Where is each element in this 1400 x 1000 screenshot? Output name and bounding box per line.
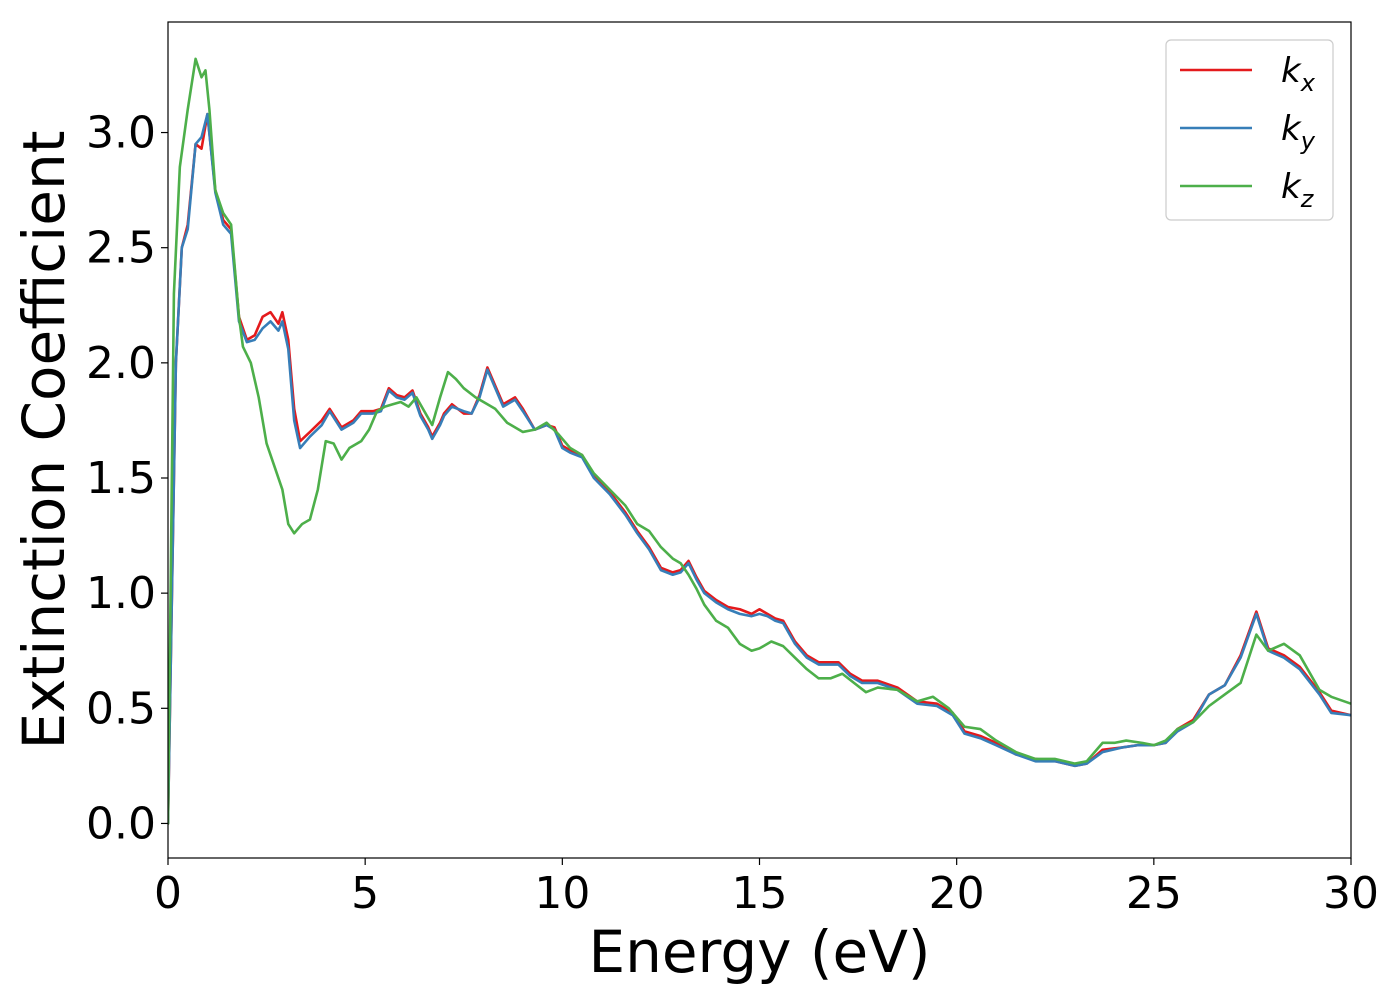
y-tick-label: 1.5 (86, 453, 156, 504)
series-line-y (168, 112, 1351, 825)
y-tick-label: 3.0 (86, 108, 156, 159)
series-lines (168, 57, 1351, 825)
x-tick-label: 25 (1126, 868, 1182, 919)
x-axis-ticks: 0 5 10 15 20 25 30 (154, 858, 1379, 919)
x-axis-title: Energy (eV) (588, 918, 930, 986)
series-line-z (168, 57, 1351, 825)
y-tick-label: 2.5 (86, 223, 156, 274)
y-tick-label: 2.0 (86, 338, 156, 389)
legend-label-x: kx (1281, 51, 1316, 97)
y-tick-label: 1.0 (86, 568, 156, 619)
y-axis-ticks: 0.0 0.5 1.0 1.5 2.0 2.5 3.0 (86, 108, 168, 849)
x-tick-label: 10 (534, 868, 590, 919)
legend-label-y: ky (1281, 109, 1316, 155)
legend: kx ky kz (1165, 39, 1334, 221)
y-axis-title: Extinction Coefficient (10, 131, 78, 750)
x-tick-label: 0 (154, 868, 182, 919)
legend-box (1165, 39, 1334, 221)
y-tick-label: 0.0 (86, 798, 156, 849)
x-tick-label: 15 (732, 868, 788, 919)
x-tick-label: 20 (929, 868, 985, 919)
y-tick-label: 0.5 (86, 683, 156, 734)
x-tick-label: 30 (1323, 868, 1379, 919)
x-tick-label: 5 (351, 868, 379, 919)
legend-label-z: kz (1281, 167, 1315, 213)
